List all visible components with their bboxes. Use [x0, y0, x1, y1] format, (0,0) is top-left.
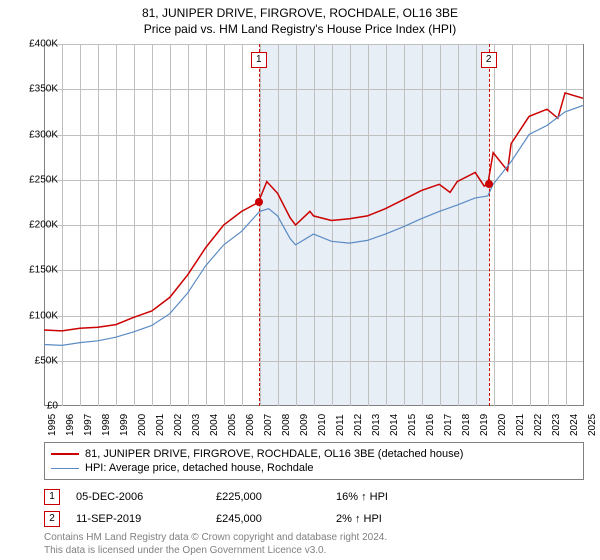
x-axis-label: 2022: [533, 414, 544, 436]
x-axis-label: 2008: [281, 414, 292, 436]
y-axis-label: £150K: [8, 265, 58, 276]
x-axis-label: 2020: [497, 414, 508, 436]
chart-subtitle: Price paid vs. HM Land Registry's House …: [0, 20, 600, 38]
y-axis-label: £400K: [8, 39, 58, 50]
x-axis-label: 2014: [389, 414, 400, 436]
chart-container: 81, JUNIPER DRIVE, FIRGROVE, ROCHDALE, O…: [0, 0, 600, 560]
y-axis-label: £200K: [8, 220, 58, 231]
x-axis-label: 2018: [461, 414, 472, 436]
event-dot: [485, 180, 493, 188]
footer-text: Contains HM Land Registry data © Crown c…: [44, 532, 387, 557]
event-row-marker: 2: [44, 511, 60, 527]
x-axis-label: 2011: [335, 414, 346, 436]
legend-item: HPI: Average price, detached house, Roch…: [51, 461, 577, 475]
x-axis-label: 2023: [551, 414, 562, 436]
y-axis-label: £300K: [8, 129, 58, 140]
event-row: 2 11-SEP-2019£245,0002% ↑ HPI: [44, 508, 584, 530]
event-marker-box: 2: [481, 52, 497, 68]
event-price: £225,000: [216, 491, 336, 503]
event-delta: 2% ↑ HPI: [336, 513, 382, 525]
x-axis-label: 1995: [47, 414, 58, 436]
x-axis-label: 2013: [371, 414, 382, 436]
event-delta: 16% ↑ HPI: [336, 491, 388, 503]
event-row-marker: 1: [44, 489, 60, 505]
event-dot: [255, 198, 263, 206]
events-table: 1 05-DEC-2006£225,00016% ↑ HPI 2 11-SEP-201…: [44, 486, 584, 530]
event-line: [259, 44, 260, 406]
event-line: [489, 44, 490, 406]
x-axis-label: 1997: [83, 414, 94, 436]
x-axis-label: 2024: [569, 414, 580, 436]
y-axis-label: £250K: [8, 174, 58, 185]
legend-item: 81, JUNIPER DRIVE, FIRGROVE, ROCHDALE, O…: [51, 447, 577, 461]
footer-line-2: This data is licensed under the Open Gov…: [44, 545, 387, 558]
x-axis-label: 2021: [515, 414, 526, 436]
event-marker-box: 1: [251, 52, 267, 68]
series-property: [44, 93, 583, 331]
x-axis-label: 2002: [173, 414, 184, 436]
legend-label: HPI: Average price, detached house, Roch…: [85, 462, 314, 474]
x-axis-label: 2001: [155, 414, 166, 436]
x-axis-label: 2017: [443, 414, 454, 436]
x-axis-label: 2004: [209, 414, 220, 436]
event-date: 11-SEP-2019: [76, 513, 216, 525]
series-svg: [44, 44, 583, 406]
y-axis-label: £50K: [8, 355, 58, 366]
legend-label: 81, JUNIPER DRIVE, FIRGROVE, ROCHDALE, O…: [85, 448, 463, 460]
x-axis-label: 2005: [227, 414, 238, 436]
y-axis-label: £100K: [8, 310, 58, 321]
y-axis-label: £0: [8, 401, 58, 412]
x-axis-label: 2019: [479, 414, 490, 436]
chart-plot-area: 12: [44, 44, 584, 406]
legend-swatch: [51, 468, 79, 469]
y-axis-label: £350K: [8, 84, 58, 95]
x-axis-label: 2025: [587, 414, 598, 436]
event-price: £245,000: [216, 513, 336, 525]
event-row: 1 05-DEC-2006£225,00016% ↑ HPI: [44, 486, 584, 508]
legend-swatch: [51, 453, 79, 455]
chart-title: 81, JUNIPER DRIVE, FIRGROVE, ROCHDALE, O…: [0, 0, 600, 20]
x-axis-label: 1996: [65, 414, 76, 436]
x-axis-label: 2007: [263, 414, 274, 436]
x-axis-label: 2006: [245, 414, 256, 436]
x-axis-label: 2009: [299, 414, 310, 436]
x-axis-label: 2000: [137, 414, 148, 436]
x-axis-label: 2015: [407, 414, 418, 436]
series-hpi: [44, 106, 583, 346]
footer-line-1: Contains HM Land Registry data © Crown c…: [44, 532, 387, 545]
chart-legend: 81, JUNIPER DRIVE, FIRGROVE, ROCHDALE, O…: [44, 442, 584, 480]
event-date: 05-DEC-2006: [76, 491, 216, 503]
x-axis-label: 2003: [191, 414, 202, 436]
x-axis-label: 1998: [101, 414, 112, 436]
x-axis-label: 2012: [353, 414, 364, 436]
x-axis-label: 2010: [317, 414, 328, 436]
x-axis-label: 1999: [119, 414, 130, 436]
x-axis-label: 2016: [425, 414, 436, 436]
